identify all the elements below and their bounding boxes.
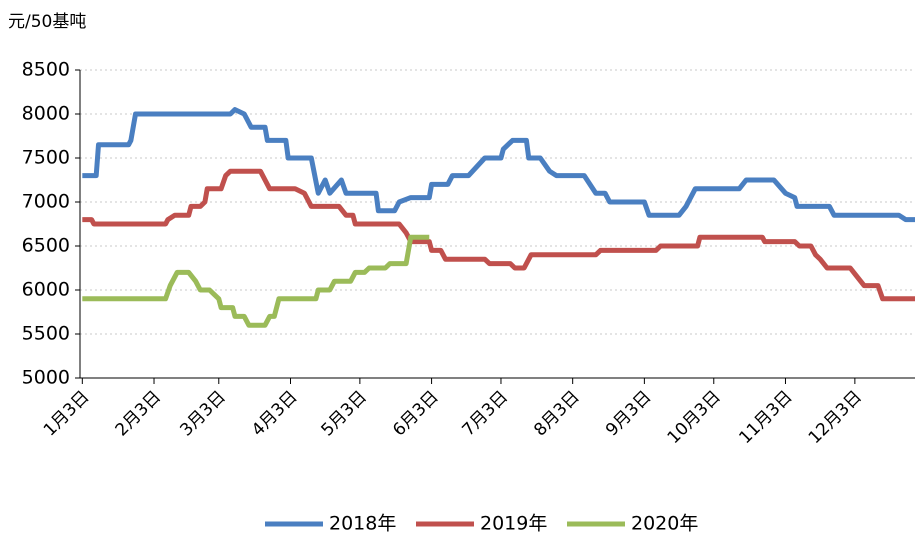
x-tick-label: 12月3日 — [805, 387, 866, 448]
x-tick-label: 2月3日 — [112, 387, 165, 440]
y-tick-label: 8500 — [22, 59, 70, 81]
x-tick-label: 11月3日 — [735, 387, 796, 448]
y-tick-label: 8000 — [22, 103, 70, 125]
x-tick-label: 5月3日 — [317, 387, 370, 440]
series-line — [82, 234, 430, 328]
y-tick-label: 6500 — [22, 235, 70, 257]
x-tick-label: 6月3日 — [389, 387, 442, 440]
legend-label: 2020年 — [631, 513, 698, 535]
x-tick-label: 7月3日 — [459, 387, 512, 440]
x-tick-label: 3月3日 — [176, 387, 229, 440]
y-tick-label: 7000 — [22, 191, 70, 213]
legend-item: 2018年 — [265, 513, 396, 535]
series-line — [82, 168, 915, 302]
legend-item: 2020年 — [567, 513, 698, 535]
y-tick-label: 6000 — [22, 279, 70, 301]
legend-label: 2018年 — [329, 513, 396, 535]
y-tick-label: 7500 — [22, 147, 70, 169]
x-tick-label: 8月3日 — [530, 387, 583, 440]
y-tick-label: 5000 — [22, 367, 70, 389]
series-line — [82, 107, 915, 223]
x-tick-label: 9月3日 — [602, 387, 655, 440]
legend-label: 2019年 — [480, 513, 547, 535]
x-tick-label: 10月3日 — [664, 387, 725, 448]
legend-item: 2019年 — [416, 513, 547, 535]
x-tick-label: 4月3日 — [248, 387, 301, 440]
y-tick-label: 5500 — [22, 323, 70, 345]
y-axis-label: 元/50基吨 — [8, 12, 86, 32]
x-tick-label: 1月3日 — [40, 387, 93, 440]
